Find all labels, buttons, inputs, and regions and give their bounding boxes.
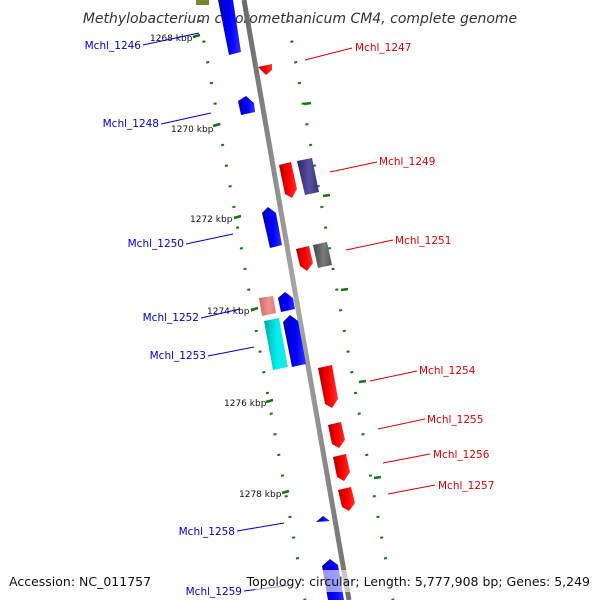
- leader-line: [345, 239, 394, 251]
- tick-label: 1276 kbp: [224, 399, 267, 409]
- gene-arrow-mchl-1252[interactable]: [259, 296, 276, 316]
- tick-mark: [192, 33, 201, 39]
- tick-mark: [340, 287, 349, 292]
- leader-line: [369, 370, 418, 382]
- gene-label-mchl-1252[interactable]: Mchl_1252: [143, 312, 199, 324]
- tick-label: 1278 kbp: [239, 490, 282, 500]
- gene-label-mchl-1259[interactable]: Mchl_1259: [186, 586, 242, 598]
- gene-arrow-mchl-1258[interactable]: [316, 516, 330, 522]
- leader-line: [304, 47, 353, 61]
- leader-line: [236, 522, 285, 532]
- leader-line: [160, 112, 212, 125]
- gene-label-mchl-1258[interactable]: Mchl_1258: [179, 526, 235, 538]
- gene-label-mchl-1246[interactable]: Mchl_1246: [85, 40, 142, 52]
- gene-arrow-mchl-1249[interactable]: [279, 162, 297, 198]
- gene-arrow-mchl-1246[interactable]: [218, 0, 241, 55]
- gene-arrow-blue-long[interactable]: [283, 315, 306, 367]
- tick-label: 1270 kbp: [171, 125, 214, 135]
- gene-arrow-mchl-1256[interactable]: [333, 454, 350, 481]
- topology-text: Topology: circular; Length: 5,777,908 bp…: [246, 574, 590, 589]
- gene-label-mchl-1251[interactable]: Mchl_1251: [395, 235, 451, 247]
- gene-label-mchl-1257[interactable]: Mchl_1257: [438, 480, 494, 492]
- genome-backbone: [241, 0, 352, 600]
- gene-label-mchl-1254[interactable]: Mchl_1254: [419, 365, 476, 377]
- gene-arrow-gray[interactable]: [313, 242, 332, 268]
- gene-arrow-blue-small[interactable]: [278, 292, 295, 312]
- tick-mark: [212, 122, 221, 128]
- tick-mark: [303, 101, 312, 106]
- gene-label-mchl-1256[interactable]: Mchl_1256: [433, 449, 490, 461]
- leader-line: [207, 346, 255, 357]
- leader-line: [382, 453, 431, 464]
- gene-labels: Mchl_1246 Mchl_1247 Mchl_1248 Mchl_1249 …: [85, 40, 495, 598]
- tick-mark: [233, 214, 242, 220]
- gene-arrow-mchl-1251[interactable]: [296, 246, 313, 271]
- gene-label-mchl-1255[interactable]: Mchl_1255: [427, 414, 483, 426]
- gene-arrow-mchl-1247[interactable]: [258, 64, 272, 75]
- footer-background: [255, 570, 595, 592]
- gene-arrow-mchl-1254[interactable]: [318, 365, 338, 408]
- tick-mark: [373, 475, 382, 480]
- leader-line: [329, 161, 378, 173]
- gene-label-mchl-1253[interactable]: Mchl_1253: [150, 350, 206, 362]
- tick-mark: [322, 193, 331, 198]
- leader-line: [142, 32, 200, 46]
- gene-label-mchl-1248[interactable]: Mchl_1248: [103, 118, 159, 130]
- tick-label: 1272 kbp: [190, 215, 233, 225]
- accession-text: Accession: NC_011757: [9, 574, 151, 589]
- gene-label-mchl-1250[interactable]: Mchl_1250: [128, 238, 184, 250]
- gene-label-mchl-1247[interactable]: Mchl_1247: [355, 42, 411, 54]
- map-title: Methylobacterium chloromethanicum CM4, c…: [83, 11, 517, 27]
- gene-arrow-mchl-1257[interactable]: [338, 487, 355, 511]
- tick-mark: [358, 379, 367, 384]
- tick-marks: [192, 33, 382, 495]
- gene-arrow-mchl-1248[interactable]: [238, 96, 255, 115]
- tick-mark: [265, 398, 274, 404]
- gene-label-mchl-1249[interactable]: Mchl_1249: [379, 156, 435, 168]
- leader-line: [185, 233, 234, 245]
- feature-block: [196, 0, 209, 5]
- tick-mark: [281, 489, 290, 495]
- leader-line: [387, 484, 436, 495]
- gene-arrow-mchl-1250[interactable]: [262, 207, 282, 248]
- leader-line: [377, 418, 426, 430]
- gene-arrow-mchl-1255[interactable]: [328, 422, 345, 448]
- gene-arrow-purple[interactable]: [297, 158, 319, 195]
- tick-mark: [250, 306, 259, 312]
- outer-dotted-ring: [286, 19, 395, 600]
- leader-line: [200, 308, 241, 319]
- gene-arrow-mchl-1253[interactable]: [264, 318, 288, 370]
- leader-lines: [142, 32, 436, 592]
